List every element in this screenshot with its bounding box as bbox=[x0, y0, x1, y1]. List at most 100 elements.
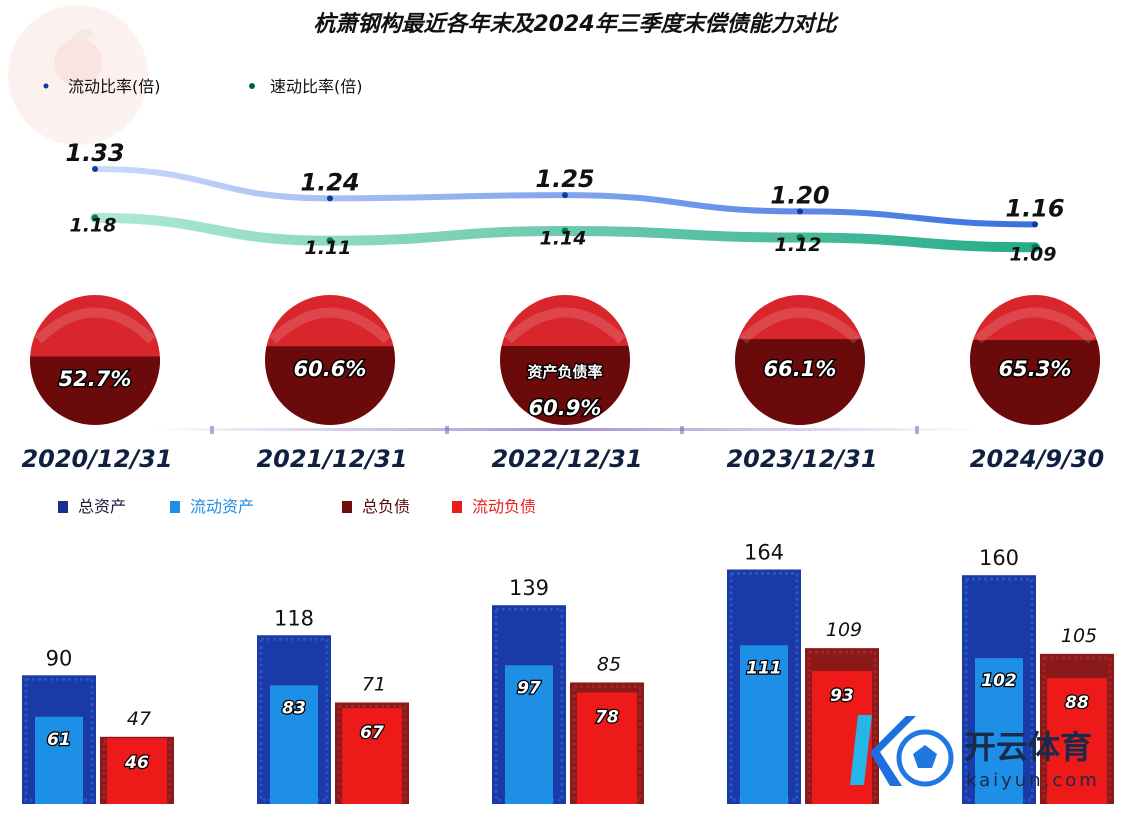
watermark-ball-panel bbox=[913, 745, 937, 768]
value-current-liabilities-3: 93 bbox=[830, 686, 854, 706]
bar-legend: 总资产 流动资产 总负债 流动负债 bbox=[58, 497, 536, 516]
value-current-assets-3: 111 bbox=[746, 658, 782, 678]
label-current-ratio-2: 1.25 bbox=[535, 165, 594, 193]
legend-label-current-liabilities: 流动负债 bbox=[472, 497, 536, 516]
pie-fill-0 bbox=[29, 356, 161, 425]
value-current-assets-1: 83 bbox=[282, 698, 306, 718]
watermark-brand-text: 开云体育 bbox=[964, 728, 1092, 766]
axis-tick-2 bbox=[680, 426, 684, 434]
legend-dot-current-ratio bbox=[43, 83, 49, 89]
legend-swatch-current-liabilities bbox=[452, 501, 462, 513]
line-legend: 流动比率(倍) 速动比率(倍) bbox=[27, 77, 363, 96]
category-axis bbox=[150, 428, 980, 431]
value-total-assets-1: 118 bbox=[274, 606, 314, 630]
watermark-k-stem bbox=[850, 715, 872, 785]
pie-highlight-4 bbox=[974, 307, 1096, 344]
pie-4: 65.3% bbox=[970, 295, 1100, 425]
bar-group-0: 90 61 47 46 bbox=[22, 646, 174, 804]
point-current-ratio-1 bbox=[327, 195, 333, 202]
point-current-ratio-4 bbox=[1032, 221, 1038, 228]
label-quick-ratio-0: 1.18 bbox=[70, 214, 117, 236]
category-label-3: 2023/12/31 bbox=[726, 445, 877, 473]
legend-label-total-assets: 总资产 bbox=[78, 497, 126, 516]
category-label-1: 2021/12/31 bbox=[256, 445, 407, 473]
pie-label-1: 60.6% bbox=[294, 357, 367, 381]
pie-highlight-0 bbox=[34, 307, 156, 344]
point-quick-ratio-0 bbox=[91, 214, 99, 222]
bar-group-1: 118 83 71 67 bbox=[257, 606, 409, 804]
category-label-4: 2024/9/30 bbox=[970, 445, 1104, 473]
pie-2: 资产负债率 60.9% bbox=[500, 295, 630, 426]
pie-caption: 资产负债率 bbox=[527, 363, 602, 381]
logo-watermark bbox=[8, 5, 148, 145]
value-current-assets-4: 102 bbox=[981, 671, 1017, 691]
bar-group-3: 164 111 109 93 bbox=[727, 540, 879, 804]
bar-current-assets-2 bbox=[505, 665, 553, 804]
value-total-liabilities-0: 47 bbox=[127, 708, 151, 730]
pie-fill-1 bbox=[264, 346, 395, 426]
pie-1: 60.6% bbox=[264, 295, 395, 426]
pie-label-0: 52.7% bbox=[59, 367, 132, 391]
value-total-liabilities-1: 71 bbox=[362, 673, 386, 695]
pie-highlight-3 bbox=[739, 307, 861, 344]
pie-highlight-1 bbox=[269, 307, 391, 344]
bar-current-liabilities-2 bbox=[577, 692, 637, 804]
label-quick-ratio-4: 1.09 bbox=[1010, 244, 1057, 266]
value-total-assets-2: 139 bbox=[509, 576, 549, 600]
label-quick-ratio-1: 1.11 bbox=[305, 237, 352, 259]
bar-group-4: 160 102 105 88 bbox=[962, 546, 1114, 804]
label-quick-ratio-2: 1.14 bbox=[540, 227, 587, 249]
label-current-ratio-4: 1.16 bbox=[1005, 194, 1064, 222]
pie-0: 52.7% bbox=[29, 295, 161, 425]
legend-item-quick-ratio: 速动比率(倍) bbox=[232, 77, 363, 96]
label-current-ratio-0: 1.33 bbox=[65, 139, 124, 167]
brand-watermark: 开云体育 kaiyun.com bbox=[850, 715, 1100, 791]
point-current-ratio-3 bbox=[797, 208, 803, 215]
value-current-assets-0: 61 bbox=[47, 730, 71, 750]
watermark-domain-text: kaiyun.com bbox=[966, 770, 1100, 791]
pie-3: 66.1% bbox=[735, 295, 866, 425]
legend-item-current-ratio: 流动比率(倍) bbox=[27, 77, 161, 96]
pie-label-3: 66.1% bbox=[764, 357, 837, 381]
pie-label-2: 60.9% bbox=[529, 396, 602, 420]
value-current-liabilities-2: 78 bbox=[595, 707, 619, 727]
bar-group-2: 139 97 85 78 bbox=[492, 576, 644, 804]
value-total-liabilities-3: 109 bbox=[826, 619, 862, 641]
bar-current-assets-0 bbox=[35, 716, 83, 804]
category-labels: 2020/12/31 2021/12/31 2022/12/31 2023/12/31… bbox=[21, 426, 1104, 473]
bar-current-assets-4 bbox=[975, 658, 1023, 804]
legend-label-total-liabilities: 总负债 bbox=[362, 497, 410, 516]
bar-chart: 90 61 47 46 118 83 71 67 139 97 85 78 164 111 109 93 160… bbox=[22, 540, 1114, 804]
line-chart: 1.33 1.24 1.25 1.20 1.16 1.18 1.11 1.14 1.12 1.09 bbox=[65, 139, 1064, 266]
label-current-ratio-3: 1.20 bbox=[770, 181, 829, 209]
bar-current-assets-1 bbox=[270, 685, 318, 804]
value-total-liabilities-4: 105 bbox=[1061, 625, 1097, 647]
pie-highlight-2 bbox=[504, 307, 626, 344]
chart-title: 杭萧钢构最近各年末及2024年三季度末偿债能力对比 bbox=[313, 11, 839, 37]
pie-fill-2 bbox=[500, 345, 630, 426]
point-current-ratio-0 bbox=[92, 166, 98, 172]
axis-tick-0 bbox=[210, 426, 214, 434]
legend-swatch-total-liabilities bbox=[342, 501, 352, 513]
axis-tick-1 bbox=[445, 426, 449, 434]
point-current-ratio-2 bbox=[562, 192, 568, 199]
value-current-liabilities-0: 46 bbox=[124, 753, 149, 773]
bar-current-assets-3 bbox=[740, 645, 788, 804]
value-total-assets-4: 160 bbox=[979, 546, 1019, 570]
value-current-liabilities-1: 67 bbox=[360, 723, 384, 743]
category-label-0: 2020/12/31 bbox=[21, 445, 172, 473]
legend-dot-quick-ratio bbox=[249, 83, 255, 89]
category-label-2: 2022/12/31 bbox=[491, 445, 642, 473]
bar-current-liabilities-4 bbox=[1047, 678, 1107, 804]
label-current-ratio-1: 1.24 bbox=[300, 168, 359, 196]
value-current-assets-2: 97 bbox=[517, 678, 541, 698]
legend-label-current-assets: 流动资产 bbox=[190, 497, 254, 516]
legend-swatch-current-assets bbox=[170, 501, 180, 513]
value-total-assets-3: 164 bbox=[744, 540, 784, 564]
bar-total-assets-texture-0 bbox=[24, 677, 94, 802]
pie-fill-4 bbox=[970, 340, 1100, 425]
legend-swatch-total-assets bbox=[58, 501, 68, 513]
label-quick-ratio-3: 1.12 bbox=[775, 234, 822, 256]
value-current-liabilities-4: 88 bbox=[1065, 693, 1089, 713]
